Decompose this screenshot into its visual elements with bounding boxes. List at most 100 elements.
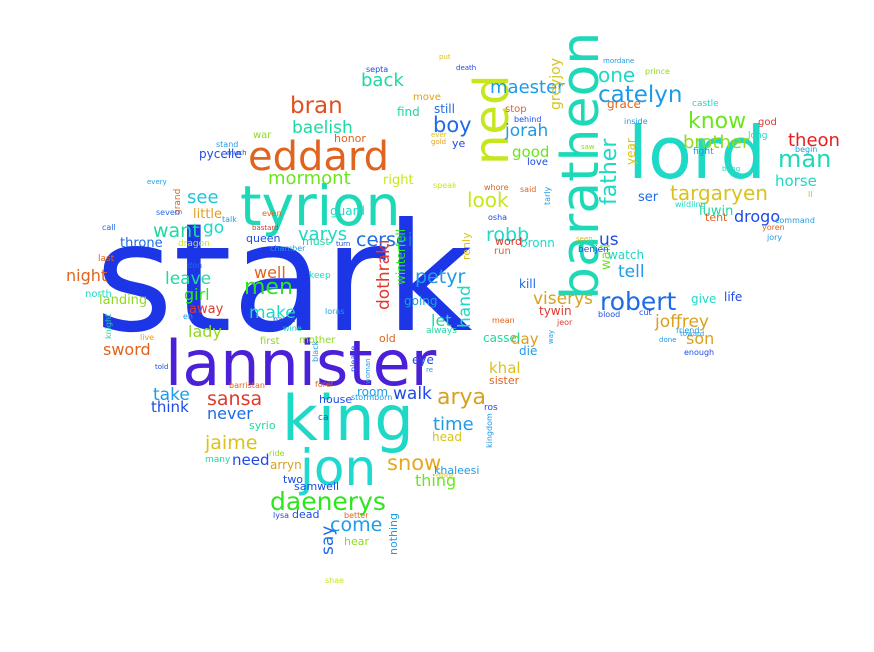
word-landing: landing <box>99 293 147 308</box>
word-bronn: bronn <box>520 236 555 250</box>
word-long: long <box>748 131 767 141</box>
word-look: look <box>467 188 509 212</box>
word-going: going <box>404 294 438 308</box>
word-father: father <box>597 138 622 205</box>
word-still: still <box>434 102 455 116</box>
word-think: think <box>151 398 189 416</box>
word-last: last <box>98 254 115 264</box>
word-greyjoy: greyjoy <box>548 58 564 110</box>
word-septa: septa <box>366 65 388 74</box>
word-inside: inside <box>624 117 648 126</box>
word-king: king <box>282 382 414 455</box>
word-watch: watch <box>608 248 644 262</box>
word-saw: saw <box>581 143 595 151</box>
word-call: call <box>102 223 116 232</box>
word-sansa: sansa <box>207 388 262 410</box>
word-queen: queen <box>246 232 280 245</box>
word-baratheon: baratheon <box>551 32 611 300</box>
word-black: black <box>311 340 320 362</box>
word-give: give <box>691 292 716 306</box>
word-always: always <box>426 326 457 336</box>
word-seven: seven <box>156 208 180 217</box>
word-go: go <box>203 218 224 238</box>
word-die: die <box>519 344 537 358</box>
word-need: need <box>232 451 270 469</box>
word-stark: stark <box>95 192 473 366</box>
word-drogo: drogo <box>734 207 780 226</box>
word-hand: hand <box>455 285 475 328</box>
word-stop: stop <box>505 104 527 115</box>
word-begin: begin <box>795 145 817 154</box>
word-told: told <box>155 363 168 371</box>
word-name: name <box>273 315 296 324</box>
word-two: two <box>283 473 303 486</box>
word-shae: shae <box>325 576 344 585</box>
word-lady: lady <box>188 322 222 341</box>
word-stand: stand <box>216 140 238 149</box>
word-chamber: chamber <box>270 244 306 253</box>
word-jorah: jorah <box>504 121 548 141</box>
word-mother: mother <box>299 335 336 346</box>
word-door: door <box>436 471 455 480</box>
word-make: make <box>249 303 296 323</box>
word-arryn: arryn <box>270 458 302 472</box>
word-loras: loras <box>325 307 344 316</box>
word-honor: honor <box>334 132 366 145</box>
word-grand: grand <box>173 189 183 215</box>
word-even: even <box>262 209 282 218</box>
word-better: better <box>344 511 369 520</box>
word-forel: forel <box>315 380 333 389</box>
word-seen: seen <box>576 235 593 243</box>
word-walk: walk <box>393 384 432 404</box>
word-arya: arya <box>437 385 486 410</box>
word-time: time <box>433 414 474 435</box>
word-ca: ca <box>318 413 328 423</box>
word-day: day <box>511 330 539 348</box>
word-live: live <box>140 333 154 342</box>
word-lannister: lannister <box>165 327 437 400</box>
word-man: man <box>778 145 831 173</box>
word-knight: knight <box>104 314 113 339</box>
word-ll: ll <box>808 190 812 199</box>
word-lysa: lysa <box>273 511 289 520</box>
word-one: one <box>598 63 635 87</box>
word-robb: robb <box>486 224 529 246</box>
word-come: come <box>330 514 382 536</box>
word-cut: cut <box>639 308 652 317</box>
word-bastard: bastard <box>252 224 279 232</box>
word-sister: sister <box>489 374 520 387</box>
word-night: night <box>66 266 107 285</box>
word-speak: speak <box>433 181 457 190</box>
word-death: death <box>456 64 476 72</box>
word-done: done <box>659 336 676 344</box>
word-yoren: yoren <box>762 223 785 232</box>
word-robert: robert <box>600 287 677 316</box>
word-keep: keep <box>309 271 331 281</box>
word-jory: jory <box>766 233 782 242</box>
word-blood: blood <box>598 310 620 319</box>
word-way: way <box>547 330 555 344</box>
word-want: want <box>153 220 200 242</box>
word-gold: gold <box>431 138 446 146</box>
word-toward: toward <box>680 330 704 338</box>
word-catelyn: catelyn <box>598 82 683 108</box>
word-room: room <box>357 385 388 399</box>
word-whore: whore <box>484 183 509 192</box>
word-winterfell: winterfell <box>394 229 408 285</box>
word-thing: thing <box>415 471 456 490</box>
word-never: never <box>207 404 253 423</box>
word-tywin: tywin <box>539 304 572 318</box>
word-woman: woman <box>364 358 372 384</box>
word-ye: ye <box>452 137 466 150</box>
word-said: said <box>520 185 536 194</box>
word-syrio: syrio <box>249 419 276 432</box>
word-dothraki: dothraki <box>374 239 394 310</box>
word-pycelle: pycelle <box>199 147 242 161</box>
word-life: life <box>724 290 742 304</box>
word-friend: friend <box>676 326 699 335</box>
word-find: find <box>397 105 420 119</box>
word-please: please <box>349 346 358 372</box>
word-baelish: baelish <box>292 118 353 138</box>
word-eh: eh <box>183 312 193 321</box>
word-well: well <box>254 263 286 282</box>
